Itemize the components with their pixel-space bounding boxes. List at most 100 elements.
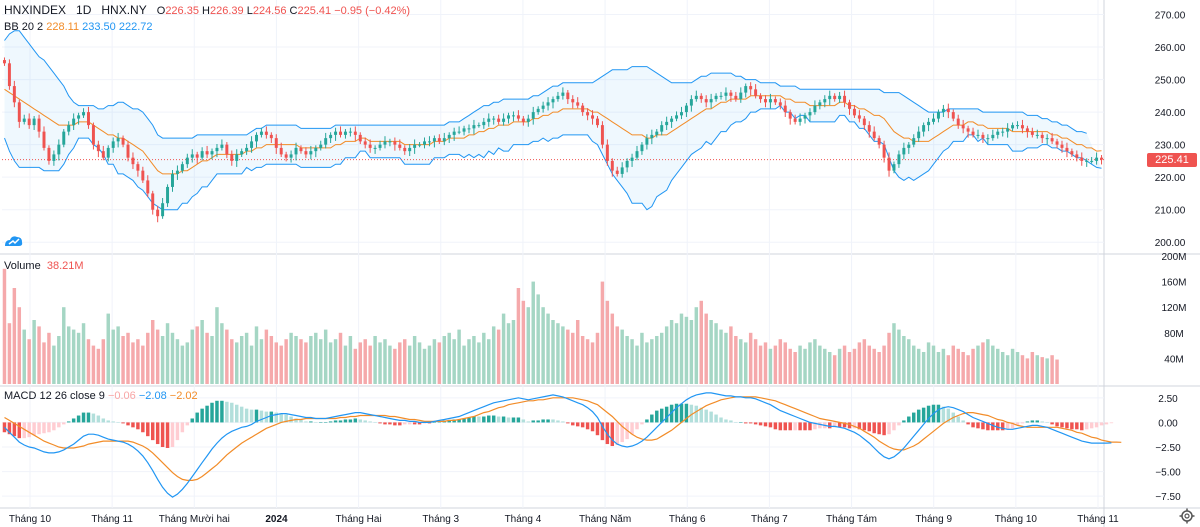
macd-histogram-bar bbox=[175, 422, 180, 441]
macd-histogram-bar bbox=[1094, 422, 1099, 428]
macd-histogram-bar bbox=[348, 419, 353, 423]
macd-histogram-bar bbox=[496, 416, 501, 423]
volume-legend[interactable]: Volume 38.21M bbox=[4, 259, 84, 273]
candle-body bbox=[403, 147, 407, 152]
macd-histogram-bar bbox=[650, 414, 654, 423]
macd-histogram-bar bbox=[244, 408, 249, 423]
interval[interactable]: 1D bbox=[76, 3, 92, 17]
macd-histogram-bar bbox=[1005, 422, 1010, 430]
candle-body bbox=[699, 95, 703, 100]
volume-bar bbox=[743, 342, 748, 384]
macd-histogram-bar bbox=[926, 405, 931, 423]
macd-histogram-bar bbox=[739, 422, 743, 423]
candle-body bbox=[744, 86, 748, 93]
macd-histogram-bar bbox=[694, 405, 699, 423]
candle-body bbox=[912, 138, 916, 145]
macd-histogram-bar bbox=[150, 422, 155, 441]
macd-legend[interactable]: MACD 12 26 close 9 −0.06 −2.08 −2.02 bbox=[4, 389, 198, 403]
volume-bar bbox=[536, 294, 540, 384]
candle-body bbox=[704, 99, 708, 103]
volume-bar bbox=[916, 348, 921, 384]
candle-body bbox=[507, 115, 511, 119]
candle-body bbox=[932, 118, 935, 122]
candle-body bbox=[714, 95, 718, 100]
candle-body bbox=[872, 131, 876, 139]
settings-gear-icon[interactable] bbox=[1178, 507, 1196, 525]
candle-body bbox=[808, 112, 812, 116]
candle-body bbox=[477, 125, 481, 127]
candle-body bbox=[729, 92, 733, 96]
volume-bar bbox=[442, 336, 447, 384]
macd-histogram-bar bbox=[215, 400, 219, 423]
macd-histogram-bar bbox=[417, 422, 422, 425]
candle-body bbox=[1025, 128, 1029, 132]
macd-histogram-bar bbox=[1060, 422, 1064, 428]
volume-bar bbox=[412, 336, 417, 384]
volume-bar bbox=[659, 332, 664, 384]
volume-bar bbox=[823, 348, 827, 384]
macd-histogram-bar bbox=[679, 403, 684, 423]
macd-histogram-bar bbox=[412, 422, 417, 425]
candle-body bbox=[274, 138, 278, 148]
volume-bar bbox=[1050, 355, 1054, 384]
symbol-name[interactable]: HNXINDEX bbox=[4, 3, 67, 17]
volume-bar bbox=[467, 339, 471, 384]
macd-histogram-bar bbox=[556, 420, 560, 423]
candle-body bbox=[511, 115, 515, 117]
candle-body bbox=[610, 160, 614, 171]
volume-bar bbox=[437, 342, 442, 384]
macd-histogram-bar bbox=[343, 419, 348, 423]
candle-body bbox=[615, 170, 619, 174]
close-label: C bbox=[289, 5, 298, 17]
macd-histogram-bar bbox=[664, 406, 669, 423]
candle-body bbox=[709, 99, 713, 103]
change-value: −0.95 (−0.42%) bbox=[334, 5, 411, 17]
volume-bar bbox=[482, 332, 486, 384]
candle-body bbox=[220, 144, 224, 148]
macd-histogram-bar bbox=[299, 419, 303, 423]
macd-signal-value: −2.02 bbox=[169, 390, 198, 402]
volume-bar bbox=[600, 281, 605, 384]
tradingview-logo-icon[interactable] bbox=[4, 232, 24, 248]
volume-bar bbox=[773, 345, 778, 384]
macd-histogram-bar bbox=[803, 422, 807, 431]
candle-body bbox=[546, 102, 550, 106]
macd-histogram-bar bbox=[828, 422, 832, 429]
macd-histogram-bar bbox=[239, 406, 244, 423]
macd-histogram-bar bbox=[867, 422, 871, 432]
volume-bar bbox=[205, 332, 209, 384]
candle-body bbox=[670, 118, 674, 122]
volume-bar bbox=[254, 326, 259, 384]
macd-histogram-bar bbox=[136, 422, 140, 430]
volume-bar bbox=[1035, 355, 1040, 384]
candle-body bbox=[447, 134, 451, 139]
volume-bar bbox=[734, 336, 738, 384]
volume-bar bbox=[32, 320, 36, 384]
macd-histogram-bar bbox=[289, 416, 293, 423]
macd-histogram-bar bbox=[882, 422, 886, 436]
high-value: 226.39 bbox=[209, 5, 244, 17]
candle-body bbox=[418, 144, 422, 146]
candle-body bbox=[7, 63, 11, 87]
macd-histogram-bar bbox=[81, 412, 86, 423]
macd-histogram-bar bbox=[590, 422, 595, 432]
volume-bar bbox=[936, 352, 941, 384]
macd-histogram-bar bbox=[872, 422, 876, 434]
x-tick-label: Tháng 11 bbox=[1077, 514, 1119, 525]
candle-body bbox=[635, 151, 639, 158]
macd-histogram-bar bbox=[956, 416, 960, 423]
bb-legend[interactable]: BB 20 2 228.11 233.50 222.72 bbox=[4, 20, 153, 34]
macd-histogram-bar bbox=[477, 416, 481, 423]
candle-body bbox=[892, 164, 896, 171]
macd-histogram-bar bbox=[27, 422, 31, 438]
candle-body bbox=[625, 160, 629, 168]
open-label: O bbox=[156, 5, 166, 17]
candle-body bbox=[838, 95, 842, 100]
macd-histogram-bar bbox=[160, 422, 165, 447]
macd-histogram-bar bbox=[996, 422, 1000, 431]
candle-body bbox=[897, 154, 901, 165]
candle-body bbox=[205, 151, 209, 155]
macd-histogram-bar bbox=[210, 402, 214, 423]
macd-histogram-bar bbox=[1010, 422, 1015, 429]
